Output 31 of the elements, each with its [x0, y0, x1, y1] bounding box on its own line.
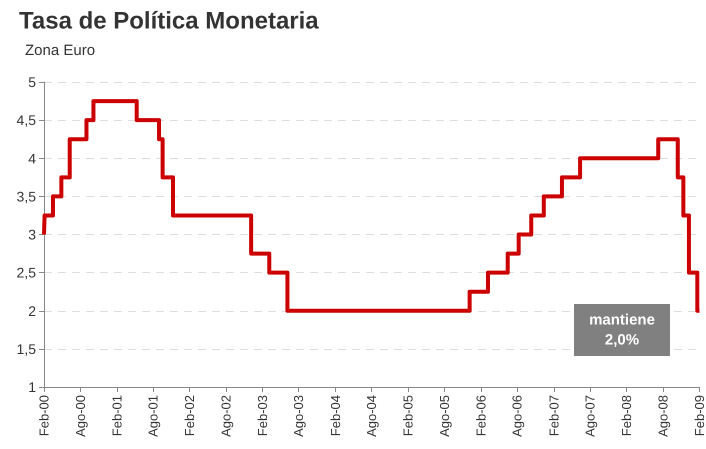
- chart-subtitle: Zona Euro: [25, 42, 96, 59]
- y-tick-label: 1,5: [16, 340, 36, 357]
- y-tick-label: 3: [28, 226, 36, 242]
- x-tick-label: Feb-00: [36, 395, 52, 436]
- x-tick-label: Feb-09: [692, 395, 706, 436]
- x-tick-label: Ago-04: [364, 395, 380, 437]
- x-tick-label: Ago-06: [510, 395, 525, 437]
- x-tick-label: Feb-01: [109, 395, 124, 436]
- x-tick-label: Feb-07: [546, 395, 562, 436]
- x-tick-label: Feb-04: [328, 395, 343, 436]
- y-tick-label: 4,5: [16, 112, 36, 128]
- x-tick-label: Ago-08: [655, 395, 670, 437]
- annotation: mantiene 2,0%: [589, 312, 655, 348]
- y-tick-label: 3,5: [16, 188, 36, 204]
- x-tick-label: Feb-05: [400, 395, 416, 436]
- x-tick-label: Feb-08: [619, 395, 634, 436]
- x-tick-label: Ago-03: [291, 395, 306, 437]
- y-tick-label: 1: [28, 379, 36, 395]
- y-tick-label: 2,5: [16, 264, 36, 281]
- x-tick-label: Ago-00: [72, 395, 88, 437]
- x-tick-label: Ago-01: [146, 395, 161, 437]
- x-tick-label: Ago-05: [436, 395, 452, 437]
- y-tick-label: 5: [28, 74, 36, 90]
- y-tick-label: 2: [28, 302, 36, 319]
- y-tick-label: 4: [28, 150, 36, 166]
- x-tick-label: Feb-02: [182, 395, 198, 436]
- x-tick-label: Ago-02: [218, 395, 234, 437]
- x-tick-label: Ago-07: [582, 395, 598, 437]
- x-tick-label: Feb-06: [474, 395, 488, 436]
- x-tick-label: Feb-03: [255, 395, 270, 436]
- chart-title: Tasa de Política Monetaria: [19, 8, 320, 34]
